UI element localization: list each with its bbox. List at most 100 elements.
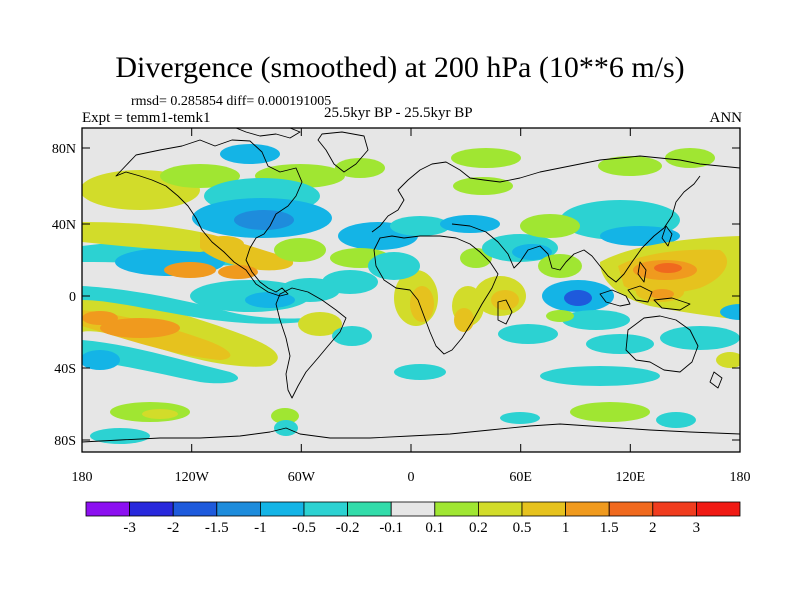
colorbar-label: -3 [123,520,136,536]
lat-label: 0 [69,290,76,305]
coast-eurasia-north [371,155,740,233]
field-patch [164,262,216,278]
lon-label: 60W [288,470,316,485]
colorbar-box [172,501,218,517]
field-patch [440,215,500,233]
coast-australia [625,315,699,373]
coast-new-zealand [709,371,723,389]
field-patch [394,364,446,380]
field-patch [82,286,330,324]
colorbar-box [347,501,392,517]
field-patch [498,324,558,344]
lat-label: 40N [52,218,76,233]
field-patch [650,289,674,299]
colorbar-box [434,501,479,517]
latitude-axis: 80N 40N 0 40S 80S [52,142,740,449]
colorbar-box [129,501,174,517]
colorbar-label: -2 [167,520,180,536]
colorbar-box [521,501,566,517]
coast-africa [373,235,499,355]
lat-label: 80N [52,142,76,157]
field-patch [142,409,178,419]
colorbar-box [477,501,523,517]
field-patch [598,156,662,176]
field-patch [546,310,574,322]
period-label: 25.5kyr BP - 25.5kyr BP [324,105,473,121]
field-patch [562,310,630,330]
colorbar-box [390,501,436,517]
lon-label: 60E [509,470,532,485]
lon-label: 0 [408,470,415,485]
coast-north-america [115,139,303,297]
colorbar-box [85,501,130,517]
field-patch [368,252,420,280]
coastlines [82,128,740,443]
coast-arctic-islands [235,128,301,139]
colorbar-box [652,501,697,517]
field-patch [660,326,740,350]
field-patch [538,254,582,278]
field-patch [665,148,715,168]
colorbar: -3 -2 -1.5 -1 -0.5 -0.2 -0.1 0.1 0.2 0.5 1 1.5 2 3 [85,501,741,536]
colorbar-label: -0.1 [379,520,403,536]
colorbar-label: -0.5 [292,520,316,536]
field-patch [716,352,740,368]
field-patch [160,164,240,188]
colorbar-box [608,501,654,517]
field-patch [335,158,385,178]
colorbar-box [216,501,261,517]
coast-antarctica [82,423,740,443]
field-patch [274,238,326,262]
field-patch [520,214,580,238]
experiment-label: Expt = temm1-temk1 [82,110,211,126]
lat-label: 40S [54,362,76,377]
colorbar-label: 0.1 [425,520,444,536]
field-patch [82,311,118,325]
colorbar-label: 1.5 [600,520,619,536]
coast-south-america [275,287,347,399]
longitude-axis: 180 120W 60W 0 60E 120E 180 [72,128,751,485]
field-patch [218,265,258,279]
coast-madagascar [497,299,513,325]
field-patch [586,334,654,354]
field-patch [245,292,295,308]
season-label: ANN [709,110,743,126]
colorbar-label: 0.2 [469,520,488,536]
colorbar-label: 0.5 [513,520,532,536]
lon-label: 120W [175,470,210,485]
coast-philippines [637,261,647,283]
field-patch [100,318,180,338]
lon-label: 180 [72,470,93,485]
field-patch [271,408,299,424]
field-patch [720,304,740,320]
colorbar-label: -0.2 [336,520,360,536]
colorbar-box [259,501,305,517]
lon-label: 120E [616,470,646,485]
field-patch [454,308,474,332]
field-patch [460,248,492,268]
field-patch [82,222,215,252]
field-patch [410,286,434,322]
coast-new-guinea [653,297,691,311]
coast-indonesia-west [599,289,631,307]
field-patch [90,428,150,444]
colorbar-label: -1 [254,520,267,536]
field-patch [332,326,372,346]
figure-title: Divergence (smoothed) at 200 hPa (10**6 … [115,51,685,84]
divergence-field [82,144,740,444]
field-patch [564,290,592,306]
field-patch [656,412,696,428]
field-patch [204,236,244,252]
field-patch [540,366,660,386]
field-patch [654,263,682,273]
colorbar-box [565,501,610,517]
field-patch [82,350,120,370]
lon-label: 180 [730,470,751,485]
field-patch [451,148,521,168]
colorbar-label: 1 [562,520,570,536]
field-patch [298,312,342,336]
field-patch [234,210,294,230]
coast-japan [661,225,673,247]
colorbar-label: -1.5 [205,520,229,536]
